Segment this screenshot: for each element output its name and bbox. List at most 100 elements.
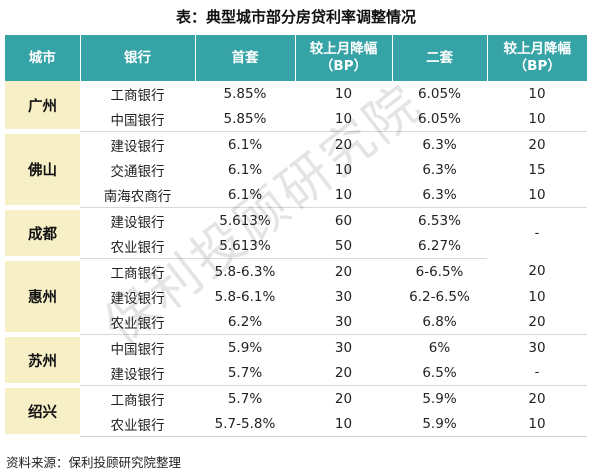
first-rate-cell: 5.8-6.1% bbox=[195, 284, 295, 309]
first-change-cell: 30 bbox=[295, 309, 392, 335]
first-change-cell: 60 bbox=[295, 207, 392, 233]
city-cell: 绍兴 bbox=[5, 385, 80, 439]
city-cell: 苏州 bbox=[5, 334, 80, 388]
header-first-change: 较上月降幅 （BP） bbox=[294, 35, 392, 81]
table-row: 绍兴 工商银行 5.7% 20 5.9% 20 bbox=[5, 385, 587, 439]
table-row: 农业银行 5.613% 50 6.27% bbox=[5, 233, 587, 259]
second-rate-cell: 6.05% bbox=[392, 106, 487, 132]
first-rate-cell: 5.7% bbox=[195, 360, 295, 386]
second-rate-cell: 6.3% bbox=[392, 131, 487, 157]
header-first-change-text: 较上月降幅 （BP） bbox=[309, 41, 378, 74]
second-rate-cell: 5.9% bbox=[392, 411, 487, 437]
rate-table: 城市 银行 首套 较上月降幅 （BP） 二套 较上月降幅 （BP） 广州 工商银… bbox=[5, 35, 587, 439]
first-change-cell: 20 bbox=[295, 258, 392, 284]
table-row: 南海农商行 6.1% 10 6.3% 10 bbox=[5, 182, 587, 208]
second-rate-cell: 6% bbox=[392, 334, 487, 360]
city-cell: 成都 bbox=[5, 207, 80, 261]
first-change-cell: 30 bbox=[295, 334, 392, 360]
first-change-cell: 10 bbox=[295, 157, 392, 182]
second-rate-cell: 6.3% bbox=[392, 182, 487, 208]
bank-cell: 建设银行 bbox=[80, 207, 195, 233]
first-rate-cell: 6.1% bbox=[195, 182, 295, 208]
table-title: 表：典型城市部分房贷利率调整情况 bbox=[175, 8, 416, 26]
first-change-cell: 10 bbox=[295, 182, 392, 208]
second-rate-cell: 6.53% bbox=[392, 207, 487, 233]
second-change-cell: 20 bbox=[487, 309, 587, 335]
first-rate-cell: 6.2% bbox=[195, 309, 295, 335]
second-change-cell: 10 bbox=[487, 411, 587, 437]
second-rate-cell: 6.3% bbox=[392, 157, 487, 182]
bank-cell: 中国银行 bbox=[80, 106, 195, 132]
table-row: 中国银行 5.85% 10 6.05% 10 bbox=[5, 106, 587, 132]
bank-cell: 交通银行 bbox=[80, 157, 195, 182]
header-second-change-text: 较上月降幅 （BP） bbox=[503, 41, 572, 74]
second-change-cell: - bbox=[487, 360, 587, 386]
second-change-cell: 15 bbox=[487, 157, 587, 182]
first-rate-cell: 5.613% bbox=[195, 233, 295, 259]
header-row: 城市 银行 首套 较上月降幅 （BP） 二套 较上月降幅 （BP） bbox=[5, 35, 587, 81]
second-rate-cell: 6.2-6.5% bbox=[392, 284, 487, 309]
first-rate-cell: 5.85% bbox=[195, 81, 295, 106]
table-row: 佛山 建设银行 6.1% 20 6.3% 20 bbox=[5, 131, 587, 210]
first-rate-cell: 5.85% bbox=[195, 106, 295, 132]
table-row: 建设银行 5.8-6.1% 30 6.2-6.5% 10 bbox=[5, 284, 587, 309]
bank-cell: 南海农商行 bbox=[80, 182, 195, 208]
table-row: 惠州 工商银行 5.8-6.3% 20 6-6.5% 20 bbox=[5, 258, 587, 337]
second-rate-cell: 6.5% bbox=[392, 360, 487, 386]
header-city: 城市 bbox=[5, 35, 80, 81]
table-row: 苏州 中国银行 5.9% 30 6% 30 bbox=[5, 334, 587, 388]
second-change-cell: 10 bbox=[487, 284, 587, 309]
second-change-cell: 20 bbox=[487, 385, 587, 411]
header-second-home: 二套 bbox=[391, 35, 487, 81]
table-row: 交通银行 6.1% 10 6.3% 15 bbox=[5, 157, 587, 182]
bank-cell: 工商银行 bbox=[80, 81, 195, 106]
bank-cell: 工商银行 bbox=[80, 258, 195, 284]
second-change-cell: - bbox=[487, 207, 587, 259]
header-first-home: 首套 bbox=[194, 35, 295, 81]
bank-cell: 农业银行 bbox=[80, 309, 195, 335]
first-rate-cell: 6.1% bbox=[195, 157, 295, 182]
second-change-cell: 30 bbox=[487, 334, 587, 360]
second-change-cell: 10 bbox=[487, 182, 587, 208]
second-rate-cell: 6-6.5% bbox=[392, 258, 487, 284]
first-change-cell: 20 bbox=[295, 385, 392, 411]
bank-cell: 农业银行 bbox=[80, 233, 195, 259]
second-change-cell: 20 bbox=[487, 131, 587, 157]
second-rate-cell: 6.05% bbox=[392, 81, 487, 106]
second-change-cell: 10 bbox=[487, 106, 587, 132]
second-change-cell: 10 bbox=[487, 81, 587, 106]
city-cell: 广州 bbox=[5, 81, 80, 134]
city-cell: 佛山 bbox=[5, 131, 80, 210]
first-rate-cell: 5.9% bbox=[195, 334, 295, 360]
first-change-cell: 10 bbox=[295, 81, 392, 106]
source-note: 资料来源：保利投顾研究院整理 bbox=[6, 455, 182, 470]
bank-cell: 农业银行 bbox=[80, 411, 195, 437]
second-change-cell: 20 bbox=[487, 258, 587, 284]
bank-cell: 建设银行 bbox=[80, 360, 195, 386]
first-rate-cell: 5.8-6.3% bbox=[195, 258, 295, 284]
bank-cell: 中国银行 bbox=[80, 334, 195, 360]
second-rate-cell: 6.8% bbox=[392, 309, 487, 335]
first-change-cell: 50 bbox=[295, 233, 392, 259]
first-rate-cell: 5.7% bbox=[195, 385, 295, 411]
table-row: 农业银行 5.7-5.8% 10 5.9% 10 bbox=[5, 411, 587, 437]
table-row: 广州 工商银行 5.85% 10 6.05% 10 bbox=[5, 81, 587, 134]
table-row: 农业银行 6.2% 30 6.8% 20 bbox=[5, 309, 587, 335]
header-second-change: 较上月降幅 （BP） bbox=[486, 35, 587, 81]
bank-cell: 建设银行 bbox=[80, 131, 195, 157]
table-row: 成都 建设银行 5.613% 60 6.53% - bbox=[5, 207, 587, 261]
first-change-cell: 30 bbox=[295, 284, 392, 309]
second-rate-cell: 5.9% bbox=[392, 385, 487, 411]
first-rate-cell: 5.7-5.8% bbox=[195, 411, 295, 437]
city-cell: 惠州 bbox=[5, 258, 80, 337]
first-change-cell: 20 bbox=[295, 360, 392, 386]
first-change-cell: 10 bbox=[295, 106, 392, 132]
first-rate-cell: 6.1% bbox=[195, 131, 295, 157]
second-rate-cell: 6.27% bbox=[392, 233, 487, 259]
header-bank: 银行 bbox=[79, 35, 195, 81]
bank-cell: 建设银行 bbox=[80, 284, 195, 309]
first-rate-cell: 5.613% bbox=[195, 207, 295, 233]
table-row: 建设银行 5.7% 20 6.5% - bbox=[5, 360, 587, 386]
first-change-cell: 20 bbox=[295, 131, 392, 157]
bank-cell: 工商银行 bbox=[80, 385, 195, 411]
